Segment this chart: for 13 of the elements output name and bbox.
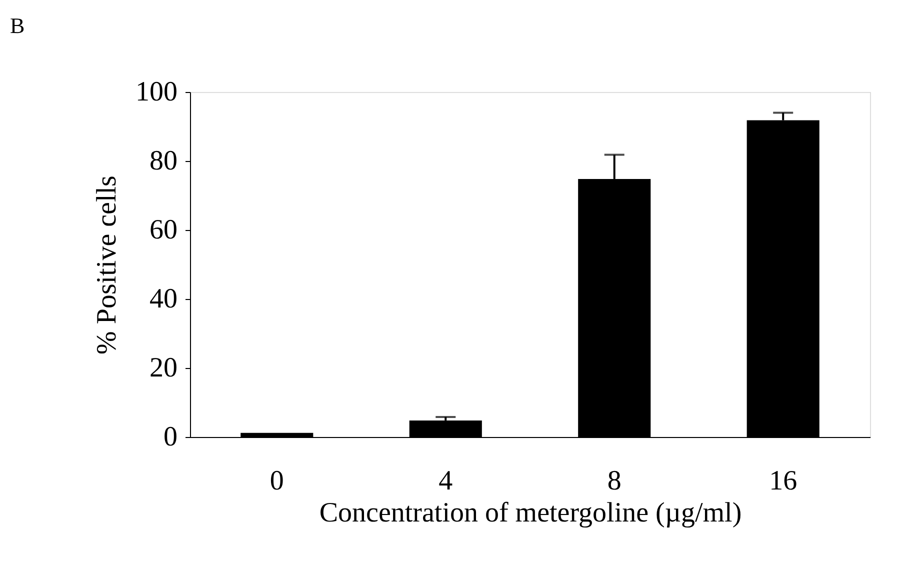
- y-tick-label: 40: [150, 284, 178, 314]
- x-tick-label: 16: [769, 466, 798, 496]
- y-axis-title: % Positive cells: [92, 176, 122, 354]
- x-tick-label: 4: [438, 466, 453, 496]
- x-tick-label: 8: [607, 466, 622, 496]
- y-tick-label: 80: [150, 146, 178, 176]
- x-axis-title: Concentration of metergoline (µg/ml): [319, 498, 742, 528]
- y-tick-label: 0: [164, 422, 178, 452]
- y-tick-label: 20: [150, 352, 178, 384]
- chart-title: B: [10, 13, 25, 38]
- y-tick-label: 60: [150, 214, 178, 246]
- y-tick-label: 100: [136, 76, 178, 108]
- x-tick-label: 0: [270, 466, 284, 496]
